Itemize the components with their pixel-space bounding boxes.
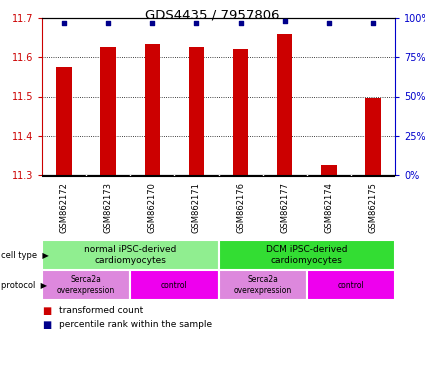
Bar [277,34,292,175]
Text: GSM862174: GSM862174 [324,182,333,233]
Text: GSM862177: GSM862177 [280,182,289,233]
Bar [144,43,160,175]
Point [105,20,112,26]
Text: GSM862173: GSM862173 [104,182,113,233]
Bar [321,165,337,175]
Bar [130,270,218,300]
Point [193,20,200,26]
Text: GSM862175: GSM862175 [368,182,377,233]
Bar [307,270,395,300]
Bar [57,67,72,175]
Text: transformed count: transformed count [59,306,143,315]
Text: DCM iPSC-derived
cardiomyocytes: DCM iPSC-derived cardiomyocytes [266,245,348,265]
Bar [365,98,381,175]
Bar [189,48,204,175]
Point [237,20,244,26]
Point [369,20,377,26]
Bar [42,270,130,300]
Text: GSM862176: GSM862176 [236,182,245,233]
Text: ■: ■ [42,320,51,330]
Bar [100,48,116,175]
Text: protocol  ▶: protocol ▶ [1,280,47,290]
Text: control: control [337,280,364,290]
Point [326,20,332,26]
Text: percentile rank within the sample: percentile rank within the sample [59,320,212,329]
Bar [233,50,248,175]
Point [281,18,288,24]
Text: GDS4435 / 7957806: GDS4435 / 7957806 [145,8,280,21]
Bar [42,240,218,270]
Text: Serca2a
overexpression: Serca2a overexpression [233,275,292,295]
Point [149,20,156,26]
Text: GSM862172: GSM862172 [60,182,68,233]
Text: GSM862171: GSM862171 [192,182,201,233]
Bar [218,270,307,300]
Point [61,20,68,26]
Text: control: control [161,280,188,290]
Text: GSM862170: GSM862170 [148,182,157,233]
Text: cell type  ▶: cell type ▶ [1,250,49,260]
Text: ■: ■ [42,306,51,316]
Text: Serca2a
overexpression: Serca2a overexpression [57,275,115,295]
Bar [218,240,395,270]
Text: normal iPSC-derived
cardiomyocytes: normal iPSC-derived cardiomyocytes [84,245,176,265]
